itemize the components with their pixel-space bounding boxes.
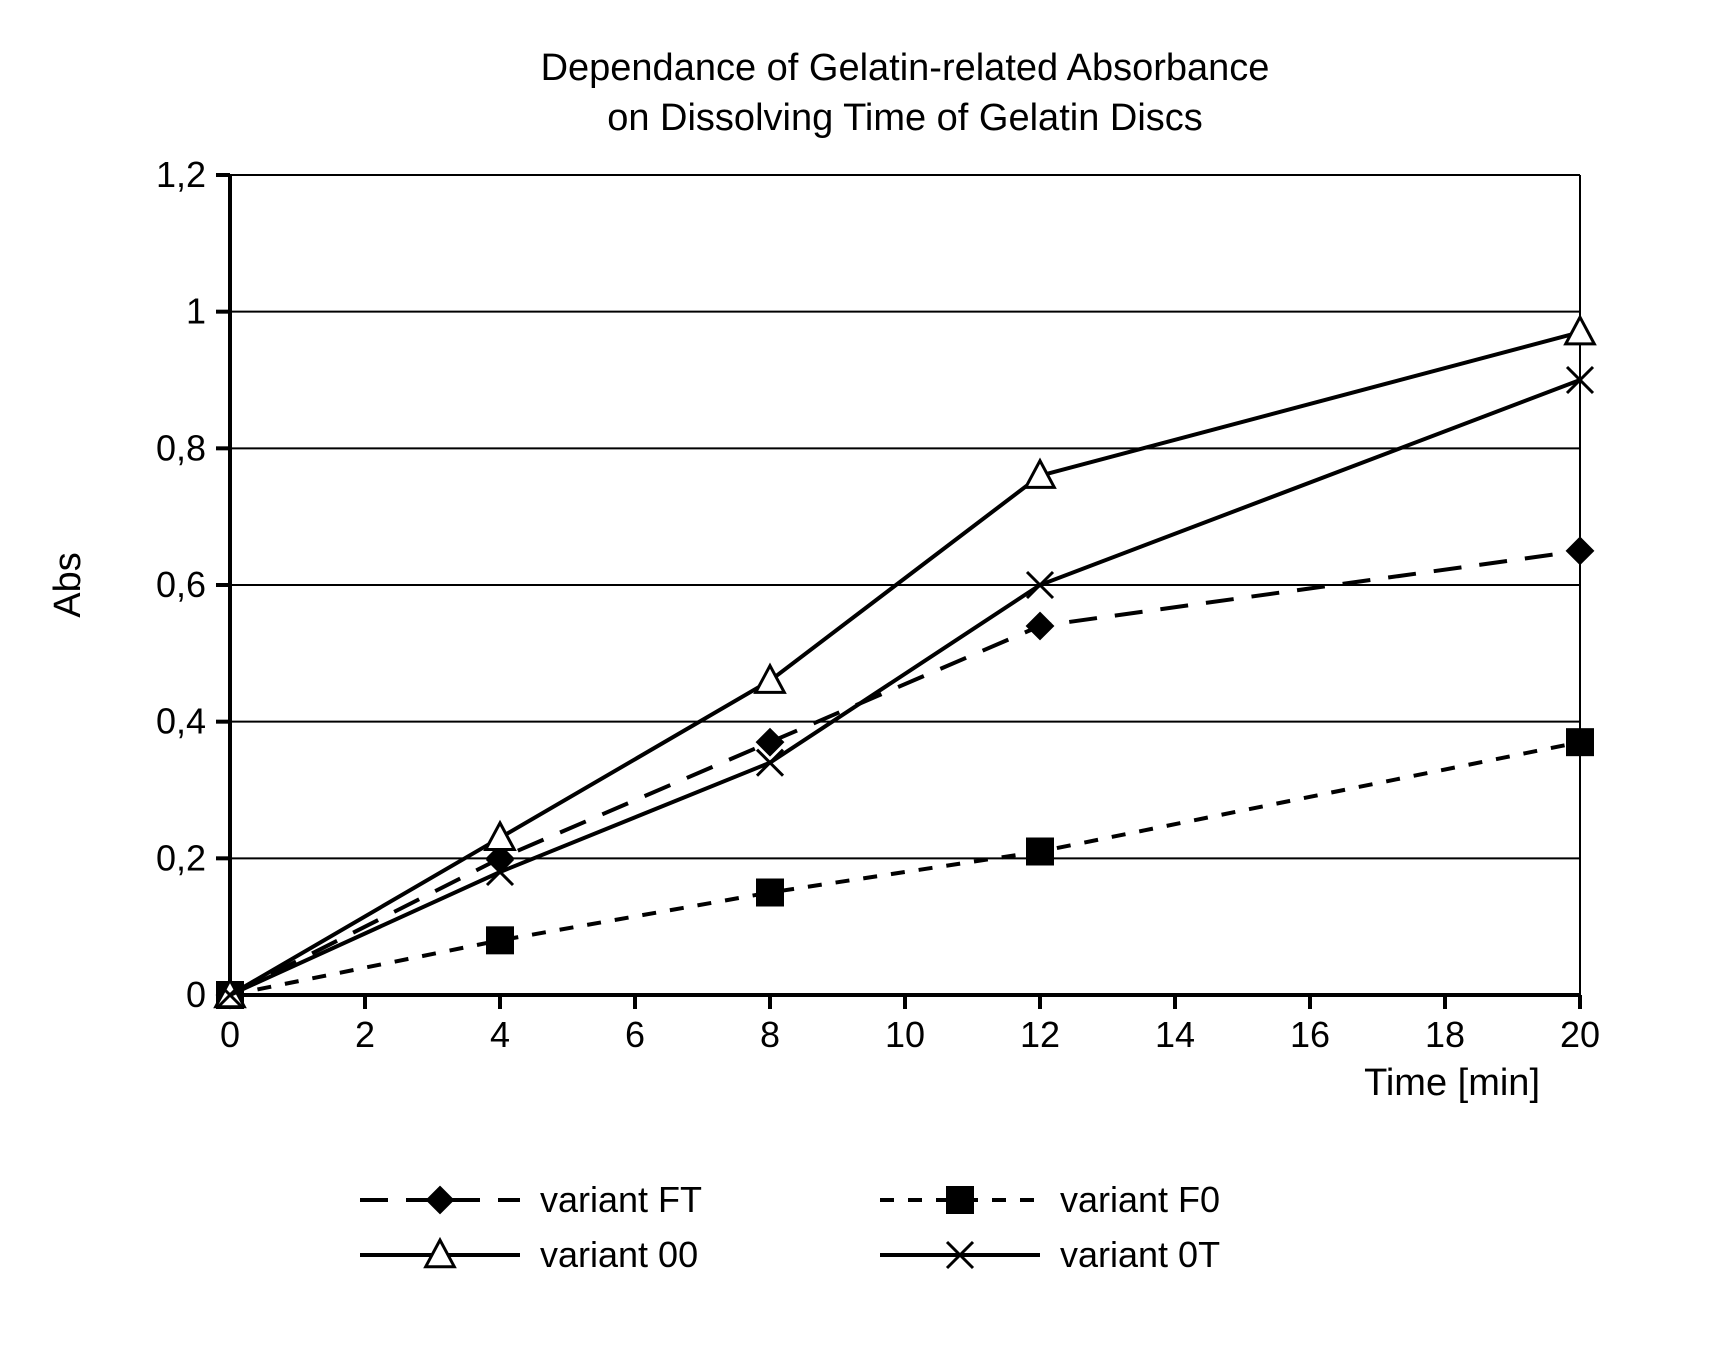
chart-container: Dependance of Gelatin-related Absorbance… [0, 0, 1712, 1365]
svg-text:Time [min]: Time [min] [1364, 1062, 1540, 1104]
line-chart: Dependance of Gelatin-related Absorbance… [0, 0, 1712, 1365]
svg-text:0,6: 0,6 [156, 564, 206, 605]
svg-text:0: 0 [186, 974, 206, 1015]
svg-text:variant 00: variant 00 [540, 1234, 698, 1275]
svg-text:on Dissolving Time of Gelatin: on Dissolving Time of Gelatin Discs [607, 97, 1203, 139]
svg-text:6: 6 [625, 1014, 645, 1055]
svg-text:8: 8 [760, 1014, 780, 1055]
svg-text:Dependance of Gelatin-related: Dependance of Gelatin-related Absorbance [541, 47, 1270, 89]
svg-text:0,2: 0,2 [156, 837, 206, 878]
svg-text:0: 0 [220, 1014, 240, 1055]
svg-text:4: 4 [490, 1014, 510, 1055]
svg-text:20: 20 [1560, 1014, 1600, 1055]
svg-text:variant F0: variant F0 [1060, 1179, 1220, 1220]
svg-text:variant FT: variant FT [540, 1179, 702, 1220]
svg-text:1: 1 [186, 291, 206, 332]
svg-text:16: 16 [1290, 1014, 1330, 1055]
svg-text:2: 2 [355, 1014, 375, 1055]
svg-text:10: 10 [885, 1014, 925, 1055]
svg-text:variant 0T: variant 0T [1060, 1234, 1220, 1275]
svg-text:18: 18 [1425, 1014, 1465, 1055]
svg-text:0,8: 0,8 [156, 427, 206, 468]
svg-text:14: 14 [1155, 1014, 1195, 1055]
svg-text:Abs: Abs [47, 552, 89, 617]
svg-text:0,4: 0,4 [156, 701, 206, 742]
svg-text:1,2: 1,2 [156, 154, 206, 195]
svg-text:12: 12 [1020, 1014, 1060, 1055]
